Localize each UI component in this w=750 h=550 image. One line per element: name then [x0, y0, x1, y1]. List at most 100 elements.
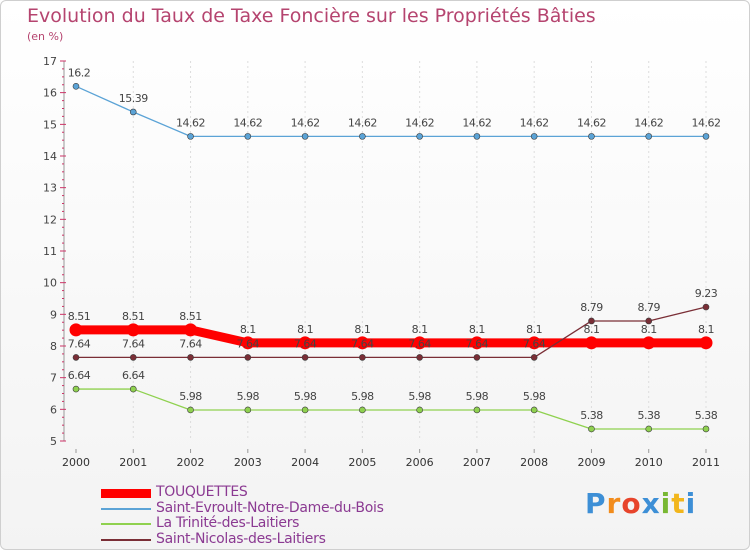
y-tick-label: 14: [43, 150, 57, 163]
data-point: [187, 406, 194, 414]
data-point: [473, 354, 481, 361]
data-point: [416, 354, 423, 361]
data-label: 8.51: [179, 310, 202, 323]
y-tick-label: 11: [43, 245, 57, 258]
data-label: 8.1: [641, 323, 657, 336]
data-label: 14.62: [233, 116, 262, 129]
data-point: [126, 323, 140, 337]
data-label: 14.62: [291, 116, 320, 129]
series-line-0: [76, 325, 706, 348]
data-point: [72, 354, 80, 361]
legend-item-touquettes: TOUQUETTES: [101, 484, 421, 501]
y-tick-label: 10: [43, 277, 57, 290]
data-point: [645, 133, 653, 140]
data-label: 8.79: [637, 301, 660, 314]
x-tick-label: 2010: [635, 456, 663, 469]
y-tick-label: 9: [50, 308, 57, 321]
legend-swatch-saint-evroult: [101, 507, 151, 510]
y-tick-label: 16: [43, 87, 57, 100]
x-tick-label: 2007: [463, 456, 491, 469]
data-point: [241, 336, 255, 350]
data-label: 8.1: [698, 323, 714, 336]
data-label: 7.64: [523, 337, 546, 350]
legend: TOUQUETTES Saint-Evroult-Notre-Dame-du-B…: [101, 484, 421, 548]
series-line-2: [76, 388, 706, 430]
data-label: 8.1: [583, 323, 599, 336]
data-point: [473, 406, 481, 414]
data-point: [129, 108, 137, 116]
data-point: [187, 354, 194, 361]
data-point: [584, 336, 598, 350]
data-label: 5.98: [523, 390, 546, 403]
legend-item-la-trinite: La Trinité-des-Laitiers: [101, 515, 421, 532]
legend-swatch-la-trinite: [101, 523, 151, 525]
data-point: [530, 354, 538, 361]
logo-letter: x: [641, 487, 661, 520]
unit-label: (en %): [27, 30, 64, 43]
legend-label: Saint-Nicolas-des-Laitiers: [156, 530, 326, 547]
data-point: [298, 336, 312, 350]
x-tick-label: 2006: [406, 456, 434, 469]
data-label: 14.62: [176, 116, 205, 129]
legend-label: La Trinité-des-Laitiers: [156, 515, 300, 531]
data-point: [187, 133, 194, 140]
legend-item-saint-nicolas: Saint-Nicolas-des-Laitiers: [101, 530, 421, 548]
data-label: 7.64: [294, 337, 317, 350]
data-point: [184, 323, 198, 337]
data-point: [72, 83, 80, 90]
data-point: [699, 336, 713, 350]
data-label: 14.62: [405, 116, 434, 129]
data-point: [416, 406, 423, 414]
y-tick-label: 8: [50, 340, 57, 353]
data-point: [702, 425, 710, 433]
data-label: 5.98: [351, 390, 374, 403]
data-label: 5.98: [179, 390, 202, 403]
data-label: 15.39: [119, 92, 148, 105]
legend-swatch-touquettes: [101, 489, 151, 498]
y-tick-label: 15: [43, 118, 57, 131]
data-point: [355, 336, 369, 350]
data-label: 5.38: [580, 409, 603, 422]
data-point: [69, 323, 83, 337]
data-point: [470, 336, 484, 350]
data-label: 5.38: [695, 409, 718, 422]
data-point: [244, 133, 252, 140]
data-label: 5.38: [637, 409, 660, 422]
y-tick-label: 12: [43, 213, 57, 226]
data-label: 7.64: [466, 337, 489, 350]
data-point: [645, 317, 653, 325]
y-tick-label: 17: [43, 55, 57, 68]
x-tick-label: 2002: [177, 456, 205, 469]
x-tick-label: 2009: [577, 456, 605, 469]
data-label: 7.64: [68, 337, 91, 350]
y-tick-label: 13: [43, 182, 57, 195]
legend-label: TOUQUETTES: [156, 484, 248, 500]
data-point: [416, 133, 423, 140]
data-label: 8.1: [469, 323, 485, 336]
data-label: 6.64: [68, 369, 91, 382]
data-label: 6.64: [122, 369, 145, 382]
data-label: 16.2: [68, 66, 91, 79]
logo-letter: i: [685, 487, 697, 520]
y-tick-label: 6: [50, 403, 57, 416]
data-label: 14.62: [348, 116, 377, 129]
logo-letter: r: [606, 487, 622, 520]
y-tick-label: 5: [50, 435, 57, 448]
logo-letter: P: [585, 487, 607, 520]
data-point: [530, 133, 538, 140]
logo-letter: t: [671, 487, 686, 520]
data-label: 8.1: [240, 323, 256, 336]
x-tick-label: 2008: [520, 456, 548, 469]
logo-letter: o: [621, 487, 642, 520]
data-point: [588, 317, 595, 325]
data-label: 8.1: [526, 323, 542, 336]
data-point: [588, 425, 595, 433]
data-label: 9.23: [695, 287, 718, 300]
chart-title: Evolution du Taux de Taxe Foncière sur l…: [27, 5, 596, 27]
data-label: 14.62: [520, 116, 549, 129]
x-tick-label: 2005: [348, 456, 376, 469]
x-tick-label: 2004: [291, 456, 319, 469]
data-point: [359, 354, 366, 361]
